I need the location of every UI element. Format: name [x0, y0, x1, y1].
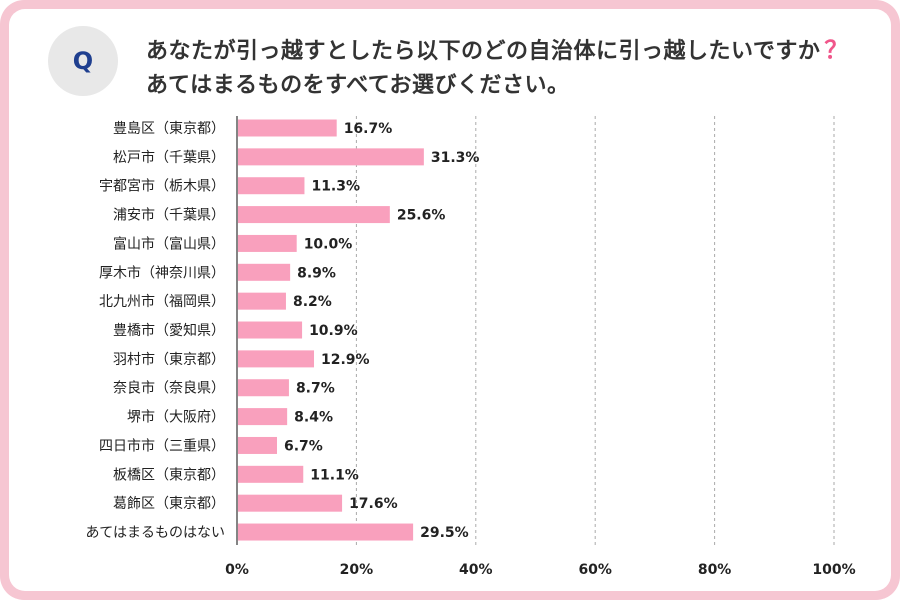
category-label-8: 羽村市（東京都） [113, 351, 225, 368]
bar-1 [238, 148, 424, 166]
category-labels: 豊島区（東京都） 松戸市（千葉県） 宇都宮市（栃木県） 浦安市（千葉県） 富山市（富山県… [86, 121, 225, 541]
x-tick-label-20: 20% [340, 562, 374, 578]
value-label-14: 29.5% [420, 525, 469, 541]
bar-10 [238, 408, 288, 426]
x-tick-label-40: 40% [459, 562, 493, 578]
category-label-4: 富山市（富山県） [113, 235, 225, 252]
bar-14 [238, 523, 414, 541]
category-label-10: 堺市（大阪府） [127, 409, 225, 426]
chart-card [9, 9, 891, 591]
value-label-9: 8.7% [296, 381, 335, 397]
question-badge-letter: Q [72, 47, 94, 75]
value-labels: 16.7% 31.3% 11.3% 25.6% 10.0% 8.9% 8.2% 10.9% 12… [284, 121, 479, 541]
category-label-13: 葛飾区（東京都） [113, 496, 225, 512]
x-axis-tick-labels: 0% 20% 40% 60% 80% 100% [225, 562, 856, 578]
category-label-14: あてはまるものはない [86, 525, 225, 541]
value-label-8: 12.9% [321, 352, 370, 368]
value-label-1: 31.3% [431, 150, 480, 166]
bar-12 [238, 465, 304, 483]
x-tick-label-0: 0% [225, 562, 249, 578]
bar-3 [238, 206, 390, 224]
bar-0 [238, 119, 337, 137]
bar-9 [238, 379, 289, 397]
category-label-7: 豊橋市（愛知県） [113, 322, 225, 339]
question-text: あなたが引っ越すとしたら以下のどの自治体に引っ越したいですか？ あてはまるものを… [146, 33, 849, 103]
bar-11 [238, 436, 277, 454]
bar-8 [238, 350, 315, 368]
bar-7 [238, 321, 303, 339]
category-label-9: 奈良市（奈良県） [113, 380, 225, 397]
category-label-1: 松戸市（千葉県） [113, 149, 225, 166]
category-label-2: 宇都宮市（栃木県） [99, 178, 225, 195]
value-label-0: 16.7% [344, 121, 393, 137]
value-label-5: 8.9% [297, 265, 336, 281]
question-line-1-text: あなたが引っ越すとしたら以下のどの自治体に引っ越したいですか [146, 39, 821, 64]
category-label-6: 北九州市（福岡県） [99, 293, 225, 310]
bar-5 [238, 263, 291, 281]
grid-lines [236, 116, 835, 545]
value-label-4: 10.0% [304, 236, 353, 252]
bar-13 [238, 494, 343, 512]
value-label-13: 17.6% [349, 496, 398, 512]
question-line-1: あなたが引っ越すとしたら以下のどの自治体に引っ越したいですか？ [146, 33, 849, 69]
value-label-2: 11.3% [311, 179, 360, 195]
value-label-12: 11.1% [310, 467, 359, 483]
x-tick-label-80: 80% [698, 562, 732, 578]
category-label-12: 板橋区（東京都） [113, 467, 225, 483]
x-tick-label-100: 100% [812, 562, 855, 578]
category-label-11: 四日市市（三重県） [99, 437, 225, 454]
value-label-10: 8.4% [294, 410, 333, 426]
value-label-6: 8.2% [293, 294, 332, 310]
category-label-3: 浦安市（千葉県） [113, 207, 225, 224]
bar-2 [238, 177, 305, 195]
question-badge: Q [48, 26, 118, 96]
x-tick-label-60: 60% [578, 562, 612, 578]
bars [238, 119, 424, 541]
value-label-3: 25.6% [397, 208, 446, 224]
category-label-0: 豊島区（東京都） [113, 121, 225, 137]
bar-6 [238, 292, 286, 310]
bar-4 [238, 234, 297, 252]
question-mark-icon: ？ [824, 36, 849, 64]
value-label-11: 6.7% [284, 438, 323, 454]
category-label-5: 厚木市（神奈川県） [99, 264, 225, 281]
question-line-2: あてはまるものをすべてお選びください。 [146, 73, 570, 98]
value-label-7: 10.9% [309, 323, 358, 339]
